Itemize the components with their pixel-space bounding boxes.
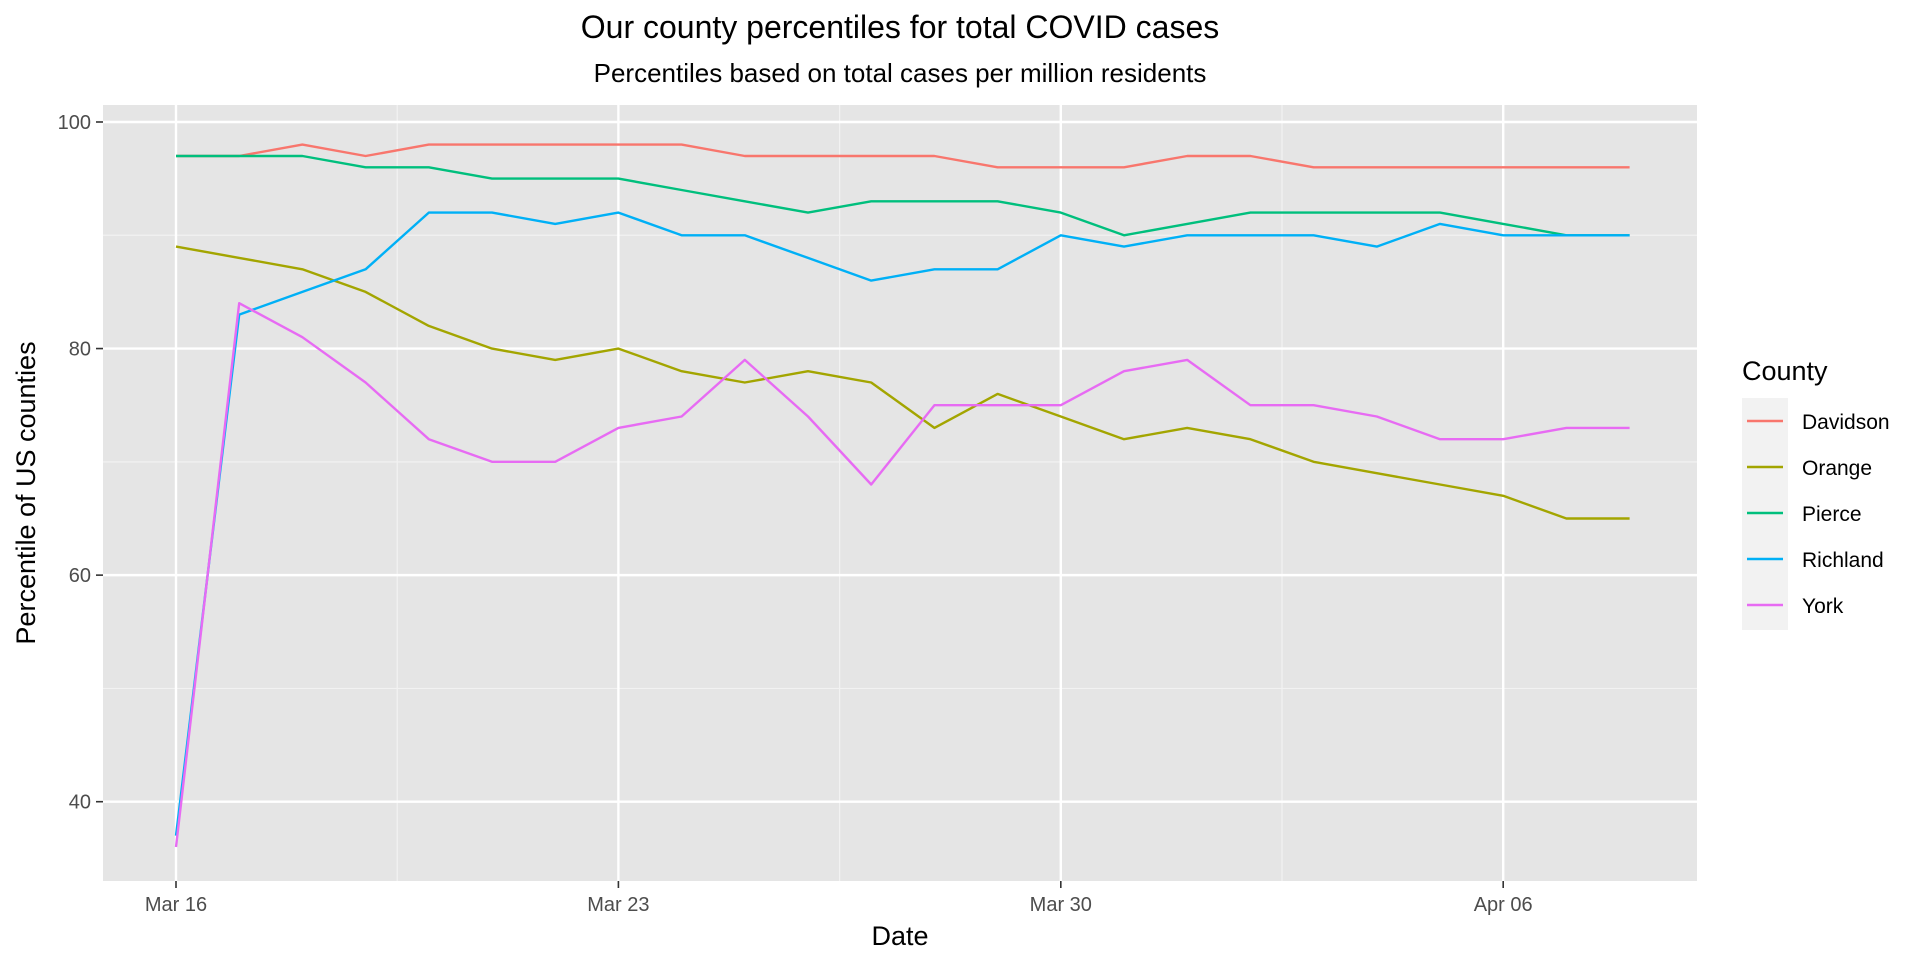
y-tick-label: 80 [69, 339, 91, 361]
series-line-davidson [176, 143, 1630, 169]
y-axis-title: Percentile of US counties [11, 341, 41, 644]
x-tick-label: Mar 30 [1030, 894, 1092, 916]
series-line-pierce [176, 154, 1630, 237]
legend-label-orange: Orange [1802, 457, 1872, 480]
legend-label-york: York [1802, 595, 1844, 618]
series-lines [174, 143, 1630, 848]
series-line-york [174, 302, 1630, 848]
legend-label-pierce: Pierce [1802, 503, 1862, 526]
y-tick-label: 60 [69, 565, 91, 587]
series-line-richland [174, 211, 1630, 836]
x-tick-label: Apr 06 [1474, 894, 1533, 916]
plot-panel [103, 105, 1697, 881]
chart-title: Our county percentiles for total COVID c… [581, 9, 1219, 45]
chart-subtitle: Percentiles based on total cases per mil… [594, 58, 1207, 88]
y-axis: 40 60 80 100 [58, 112, 103, 814]
y-tick-label: 40 [69, 792, 91, 814]
legend-label-davidson: Davidson [1802, 411, 1890, 434]
y-tick-label: 100 [58, 112, 91, 134]
series-line-orange [175, 245, 1630, 520]
legend-items: Davidson Orange Pierce Richland York [1747, 411, 1890, 618]
x-tick-label: Mar 16 [145, 894, 207, 916]
major-gridlines [103, 105, 1697, 881]
x-axis-title: Date [871, 921, 928, 951]
legend-title: County [1742, 356, 1828, 386]
legend-label-richland: Richland [1802, 549, 1884, 572]
x-axis: Mar 16 Mar 23 Mar 30 Apr 06 [145, 881, 1533, 916]
legend: County Davidson Orange Pierce Richland York [1742, 356, 1890, 630]
x-tick-label: Mar 23 [587, 894, 649, 916]
